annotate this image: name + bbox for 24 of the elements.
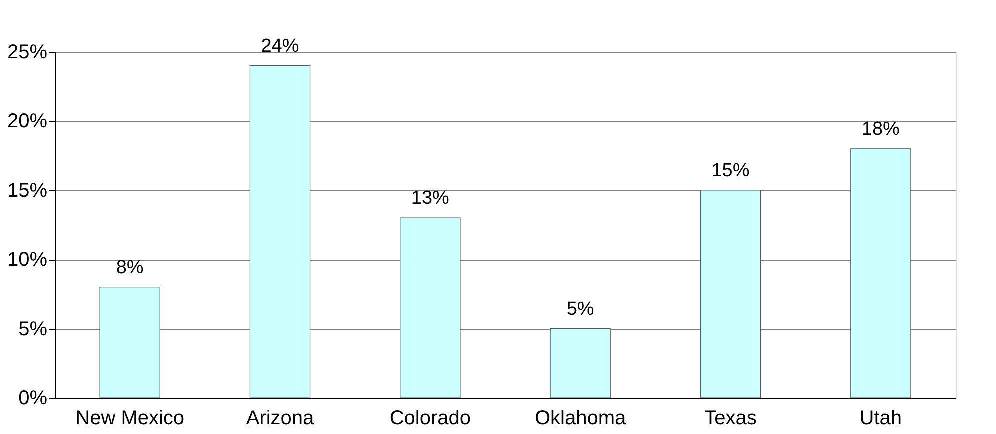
data-label: 24% xyxy=(261,36,300,57)
data-label: 18% xyxy=(862,118,900,140)
x-tick-label: New Mexico xyxy=(76,408,185,430)
data-label: 13% xyxy=(411,188,450,210)
y-tick-label: 15% xyxy=(7,180,48,202)
x-tick-label: Colorado xyxy=(390,408,472,430)
y-tick-label: 5% xyxy=(18,318,48,340)
data-label: 15% xyxy=(712,160,750,182)
x-tick-label: Oklahoma xyxy=(535,408,628,430)
bar xyxy=(250,66,311,398)
bar xyxy=(400,218,461,398)
x-tick-label: Arizona xyxy=(246,408,316,430)
data-label: 5% xyxy=(566,298,594,320)
y-tick-label: 20% xyxy=(7,110,48,133)
y-tick-label: 10% xyxy=(7,249,48,272)
x-tick-label: Texas xyxy=(704,408,757,430)
bar xyxy=(100,286,160,398)
bar xyxy=(550,328,611,398)
bar xyxy=(700,190,762,398)
y-tick-label: 25% xyxy=(7,42,48,64)
y-tick-label: 0% xyxy=(18,388,48,410)
bar xyxy=(850,148,912,398)
x-tick-label: Utah xyxy=(860,408,902,430)
data-label: 8% xyxy=(116,257,144,278)
